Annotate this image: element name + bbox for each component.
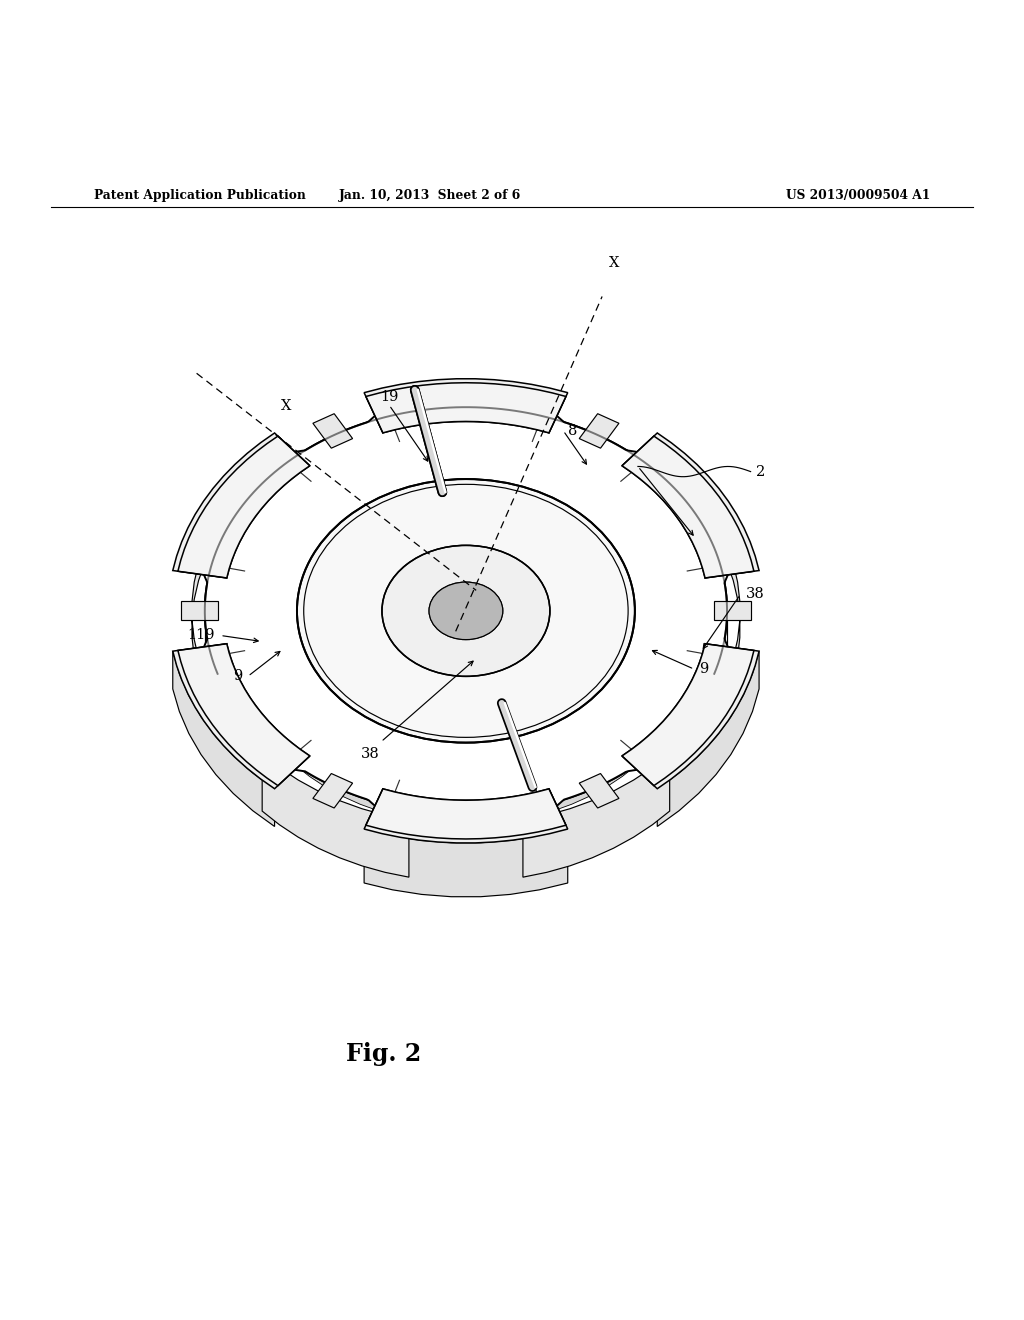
Polygon shape [523, 754, 670, 878]
Polygon shape [365, 829, 567, 896]
Polygon shape [313, 413, 352, 449]
Text: X: X [281, 399, 291, 413]
Polygon shape [622, 433, 759, 578]
Polygon shape [173, 651, 274, 826]
Text: 8: 8 [568, 424, 578, 438]
Polygon shape [295, 731, 418, 821]
Polygon shape [365, 789, 567, 843]
Polygon shape [727, 545, 739, 694]
Polygon shape [193, 545, 205, 694]
Text: 9: 9 [699, 663, 709, 676]
Polygon shape [178, 436, 310, 578]
Text: Fig. 2: Fig. 2 [346, 1043, 422, 1067]
Polygon shape [366, 789, 566, 840]
Ellipse shape [429, 582, 503, 640]
Polygon shape [622, 644, 759, 789]
Text: X: X [609, 256, 620, 269]
Text: 119: 119 [187, 628, 215, 643]
Polygon shape [622, 436, 754, 578]
Polygon shape [173, 433, 310, 578]
Polygon shape [197, 380, 735, 841]
Text: 9: 9 [233, 669, 243, 684]
Text: 38: 38 [361, 747, 380, 762]
Text: Jan. 10, 2013  Sheet 2 of 6: Jan. 10, 2013 Sheet 2 of 6 [339, 190, 521, 202]
Polygon shape [622, 644, 754, 785]
Polygon shape [684, 556, 695, 677]
Ellipse shape [382, 545, 550, 676]
Polygon shape [181, 602, 218, 620]
Polygon shape [580, 774, 618, 808]
Polygon shape [178, 644, 310, 785]
Polygon shape [366, 383, 566, 433]
Text: 38: 38 [745, 587, 764, 602]
Polygon shape [580, 413, 618, 449]
Text: Patent Application Publication: Patent Application Publication [94, 190, 306, 202]
Polygon shape [173, 644, 310, 789]
Ellipse shape [429, 582, 503, 640]
Polygon shape [237, 556, 248, 677]
Ellipse shape [205, 614, 727, 735]
Text: US 2013/0009504 A1: US 2013/0009504 A1 [785, 190, 930, 202]
Ellipse shape [297, 479, 635, 743]
Ellipse shape [205, 407, 727, 814]
Polygon shape [514, 731, 637, 821]
Polygon shape [313, 774, 352, 808]
Text: 19: 19 [380, 389, 398, 404]
Polygon shape [262, 754, 409, 878]
Polygon shape [657, 651, 759, 826]
Text: 2: 2 [756, 465, 765, 479]
Polygon shape [365, 379, 567, 433]
Polygon shape [714, 602, 751, 620]
